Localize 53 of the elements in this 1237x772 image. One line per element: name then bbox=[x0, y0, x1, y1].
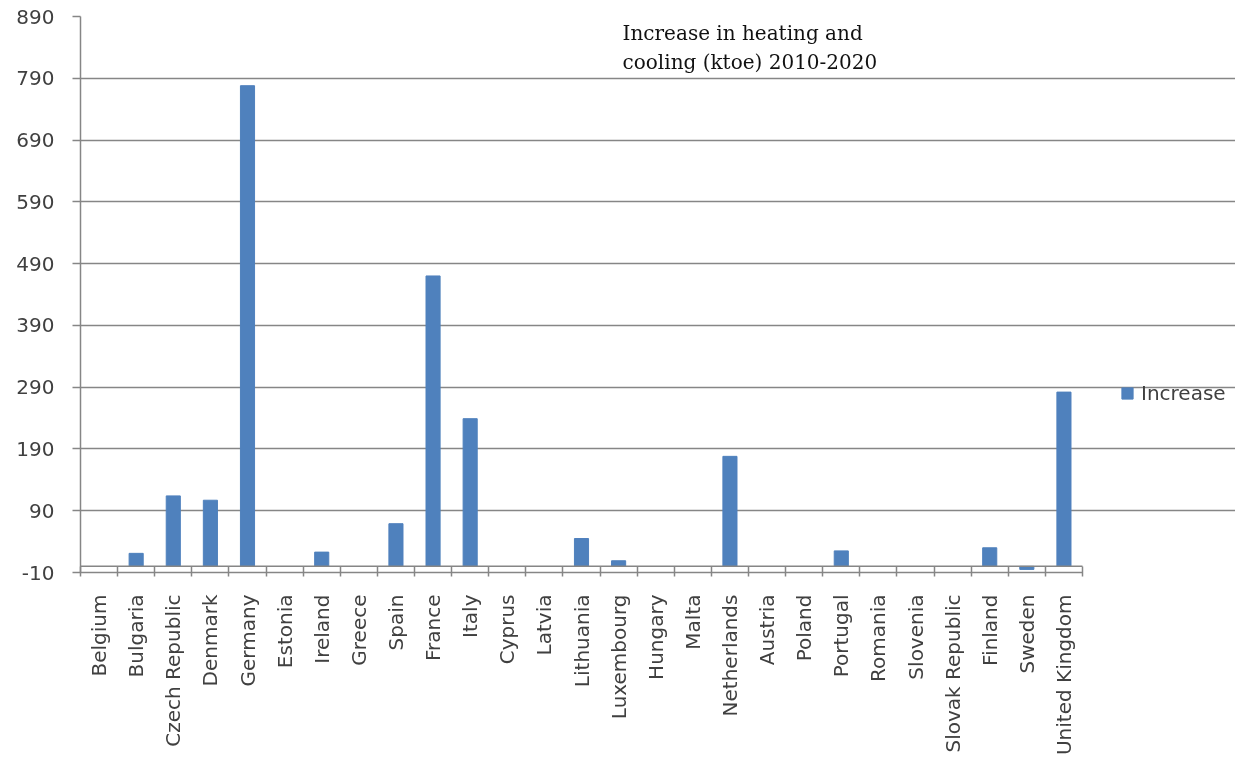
y-tick-label: 890 bbox=[16, 4, 55, 29]
x-tick-label: France bbox=[421, 594, 446, 661]
x-tick-label: Finland bbox=[977, 594, 1002, 666]
y-tick-label: 90 bbox=[29, 498, 55, 523]
bar bbox=[239, 85, 256, 567]
bar bbox=[388, 523, 404, 567]
bar bbox=[425, 275, 441, 567]
x-tick-label: Czech Republic bbox=[161, 594, 186, 747]
bar bbox=[833, 550, 849, 567]
bar bbox=[314, 551, 330, 567]
y-tick-label: 790 bbox=[16, 66, 55, 91]
y-tick-label: 390 bbox=[16, 313, 55, 338]
x-tick-label: Portugal bbox=[829, 594, 854, 678]
x-tick-label: Austria bbox=[755, 594, 780, 666]
x-tick-label: Poland bbox=[792, 594, 817, 662]
x-tick-label: Spain bbox=[383, 594, 408, 651]
x-tick-label: Malta bbox=[680, 594, 705, 650]
x-tick-label: Hungary bbox=[643, 594, 668, 680]
x-tick-label: Netherlands bbox=[717, 594, 742, 717]
x-tick-label: Slovenia bbox=[903, 594, 928, 680]
y-tick-label: 190 bbox=[16, 436, 55, 461]
y-tick-label: 290 bbox=[16, 375, 55, 400]
y-tick-label: 490 bbox=[16, 251, 55, 276]
x-tick-label: Luxembourg bbox=[606, 594, 631, 720]
bar bbox=[202, 499, 218, 567]
x-tick-label: Latvia bbox=[532, 594, 557, 656]
bar bbox=[1056, 391, 1072, 567]
bar bbox=[611, 560, 627, 567]
legend-label: Increase bbox=[1141, 381, 1226, 406]
x-tick-label: Belgium bbox=[87, 594, 112, 677]
x-tick-label: Greece bbox=[346, 594, 371, 666]
bar bbox=[128, 552, 144, 567]
x-tick-label: Italy bbox=[458, 594, 483, 638]
x-tick-label: Romania bbox=[866, 594, 891, 682]
x-tick-label: United Kingdom bbox=[1051, 594, 1076, 756]
bar bbox=[165, 495, 181, 567]
y-tick-label: 690 bbox=[16, 128, 55, 153]
x-tick-label: Ireland bbox=[309, 594, 334, 664]
x-tick-label: Slovak Republic bbox=[940, 594, 965, 753]
text: Increase in heating and cooling (ktoe) 2010-2020 bbox=[622, 20, 878, 74]
x-tick-label: Bulgaria bbox=[124, 594, 149, 678]
x-tick-label: Denmark bbox=[198, 594, 223, 687]
x-tick-label: Sweden bbox=[1014, 594, 1039, 674]
x-tick-label: Germany bbox=[235, 594, 260, 687]
bar bbox=[573, 538, 590, 567]
bar bbox=[982, 547, 998, 567]
x-tick-label: Estonia bbox=[272, 594, 297, 669]
x-tick-label: Lithuania bbox=[569, 594, 594, 688]
x-tick-label: Cyprus bbox=[495, 594, 520, 665]
y-tick-label: 590 bbox=[16, 189, 55, 214]
y-tick-label: -10 bbox=[21, 560, 55, 585]
bar bbox=[462, 418, 478, 567]
bar bbox=[722, 455, 738, 567]
